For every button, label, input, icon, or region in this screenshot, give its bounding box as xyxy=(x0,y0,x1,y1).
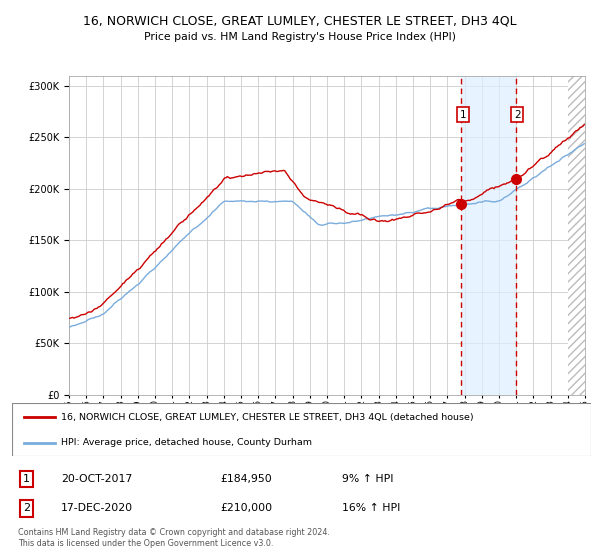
Text: 16% ↑ HPI: 16% ↑ HPI xyxy=(342,503,400,514)
Text: 2: 2 xyxy=(23,503,30,514)
Text: 1: 1 xyxy=(460,110,466,120)
Text: HPI: Average price, detached house, County Durham: HPI: Average price, detached house, Coun… xyxy=(61,438,312,447)
FancyBboxPatch shape xyxy=(12,403,591,456)
Text: £184,950: £184,950 xyxy=(220,474,272,484)
Text: 20-OCT-2017: 20-OCT-2017 xyxy=(61,474,133,484)
Text: Contains HM Land Registry data © Crown copyright and database right 2024.
This d: Contains HM Land Registry data © Crown c… xyxy=(18,528,329,548)
Bar xyxy=(568,66,585,395)
Bar xyxy=(461,66,515,395)
Text: Price paid vs. HM Land Registry's House Price Index (HPI): Price paid vs. HM Land Registry's House … xyxy=(144,32,456,43)
Text: 2: 2 xyxy=(514,110,521,120)
Text: 17-DEC-2020: 17-DEC-2020 xyxy=(61,503,133,514)
Text: £210,000: £210,000 xyxy=(220,503,272,514)
Text: 16, NORWICH CLOSE, GREAT LUMLEY, CHESTER LE STREET, DH3 4QL: 16, NORWICH CLOSE, GREAT LUMLEY, CHESTER… xyxy=(83,14,517,27)
Text: 16, NORWICH CLOSE, GREAT LUMLEY, CHESTER LE STREET, DH3 4QL (detached house): 16, NORWICH CLOSE, GREAT LUMLEY, CHESTER… xyxy=(61,413,474,422)
Text: 9% ↑ HPI: 9% ↑ HPI xyxy=(342,474,394,484)
Text: 1: 1 xyxy=(23,474,30,484)
